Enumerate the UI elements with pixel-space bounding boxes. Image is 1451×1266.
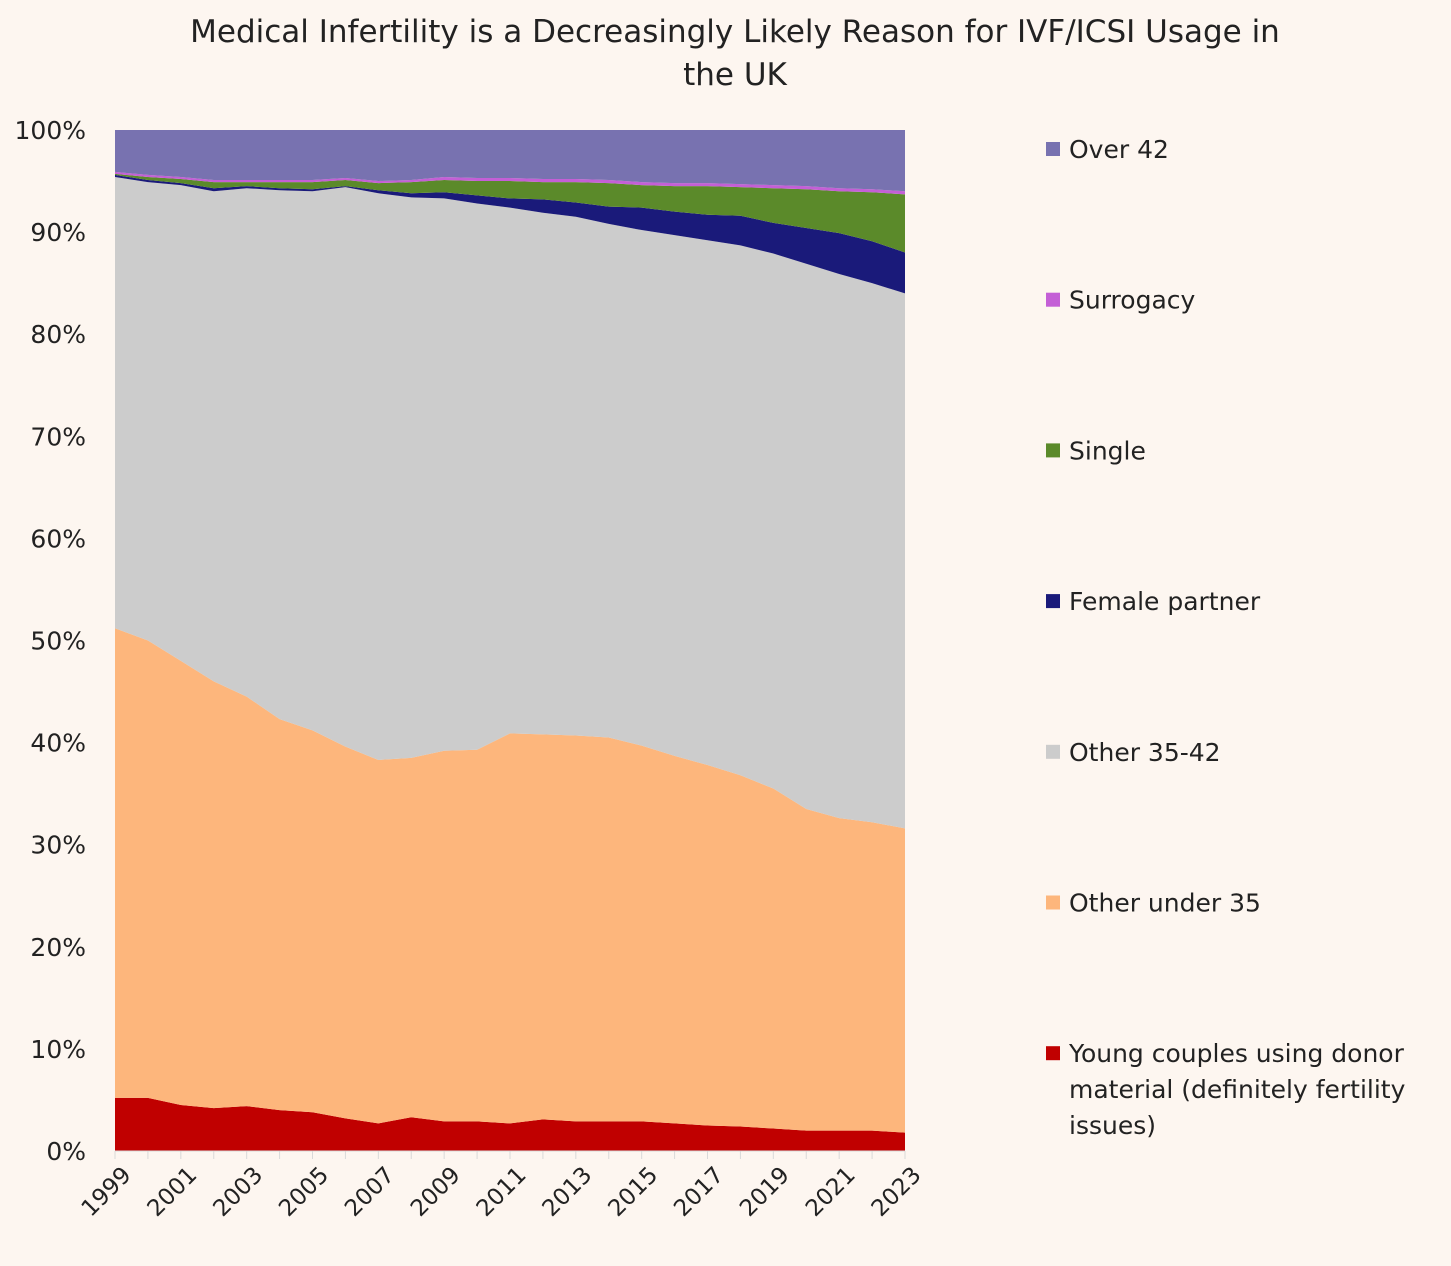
legend-item-over-42: Over 42 bbox=[1046, 135, 1169, 164]
chart-title: Medical Infertility is a Decreasingly Li… bbox=[190, 14, 1280, 93]
legend-label: Young couples using donor bbox=[1068, 1039, 1405, 1068]
legend: Over 42 Surrogacy Single Female partner Othe… bbox=[1046, 135, 1406, 1140]
y-tick-label: 10% bbox=[30, 1035, 86, 1064]
x-tick-label: 2011 bbox=[472, 1162, 532, 1222]
legend-label: Female partner bbox=[1069, 587, 1261, 616]
legend-swatch bbox=[1046, 443, 1060, 458]
x-tick-label: 2003 bbox=[208, 1162, 268, 1222]
y-tick-label: 100% bbox=[15, 116, 86, 145]
y-tick-label: 0% bbox=[46, 1137, 86, 1166]
y-tick-label: 90% bbox=[30, 218, 86, 247]
area-female-partner bbox=[115, 174, 905, 294]
y-tick-label: 80% bbox=[30, 320, 86, 349]
legend-swatch bbox=[1046, 594, 1060, 609]
legend-swatch bbox=[1046, 895, 1060, 910]
legend-item-other-under-35: Other under 35 bbox=[1046, 889, 1261, 918]
x-tick-label: 2017 bbox=[669, 1162, 729, 1222]
chart-title-line-1: Medical Infertility is a Decreasingly Li… bbox=[190, 14, 1280, 50]
legend-label: Over 42 bbox=[1069, 135, 1169, 164]
legend-item-other-35-42: Other 35-42 bbox=[1046, 738, 1221, 767]
legend-swatch bbox=[1046, 292, 1060, 307]
area-other-under-35 bbox=[115, 628, 905, 1133]
x-tick-label: 2007 bbox=[340, 1162, 400, 1222]
area-other-35-42 bbox=[115, 176, 905, 829]
area-single bbox=[115, 173, 905, 253]
x-tick-label: 2015 bbox=[603, 1162, 663, 1222]
legend-item-single: Single bbox=[1046, 436, 1146, 465]
legend-item-young-couples-using-donor-material-definitely-fertility-issues: Young couples using donor material (defin… bbox=[1046, 1039, 1406, 1140]
area-over-42 bbox=[115, 130, 905, 192]
y-tick-label: 40% bbox=[30, 729, 86, 758]
y-tick-label: 20% bbox=[30, 933, 86, 962]
y-tick-label: 60% bbox=[30, 524, 86, 553]
y-tick-label: 70% bbox=[30, 422, 86, 451]
x-axis: 1999 2001 2003 2005 2007 2009 2011 2013 2015 2017… bbox=[77, 1150, 927, 1222]
x-tick-label: 1999 bbox=[77, 1162, 137, 1222]
legend-swatch bbox=[1046, 142, 1060, 156]
legend-label: Surrogacy bbox=[1069, 286, 1196, 315]
legend-item-female-partner: Female partner bbox=[1046, 587, 1261, 616]
legend-label: material (definitely fertility bbox=[1069, 1075, 1406, 1104]
x-tick-label: 2005 bbox=[274, 1162, 334, 1222]
legend-label: Other under 35 bbox=[1069, 889, 1261, 918]
chart-title-line-2: the UK bbox=[683, 57, 787, 93]
plot-areas bbox=[115, 130, 905, 1151]
x-tick-label: 2019 bbox=[735, 1162, 795, 1222]
legend-swatch bbox=[1046, 1046, 1060, 1061]
y-tick-label: 50% bbox=[30, 627, 86, 656]
legend-item-surrogacy: Surrogacy bbox=[1046, 286, 1196, 315]
legend-label: issues) bbox=[1069, 1111, 1156, 1140]
legend-label: Single bbox=[1069, 436, 1146, 465]
x-tick-label: 2023 bbox=[867, 1162, 927, 1222]
area-young-couples-using-donor-material-definitely-fertility-issues bbox=[115, 1097, 905, 1151]
legend-label: Other 35-42 bbox=[1069, 738, 1221, 767]
x-tick-label: 2021 bbox=[801, 1162, 861, 1222]
x-tick-label: 2013 bbox=[538, 1162, 598, 1222]
y-tick-label: 30% bbox=[30, 831, 86, 860]
y-axis: 0% 10% 20% 30% 40% 50% 60% 70% 80% 90% 100% bbox=[15, 116, 86, 1166]
x-tick-label: 2009 bbox=[406, 1162, 466, 1222]
legend-swatch bbox=[1046, 744, 1060, 759]
x-tick-label: 2001 bbox=[143, 1162, 203, 1222]
